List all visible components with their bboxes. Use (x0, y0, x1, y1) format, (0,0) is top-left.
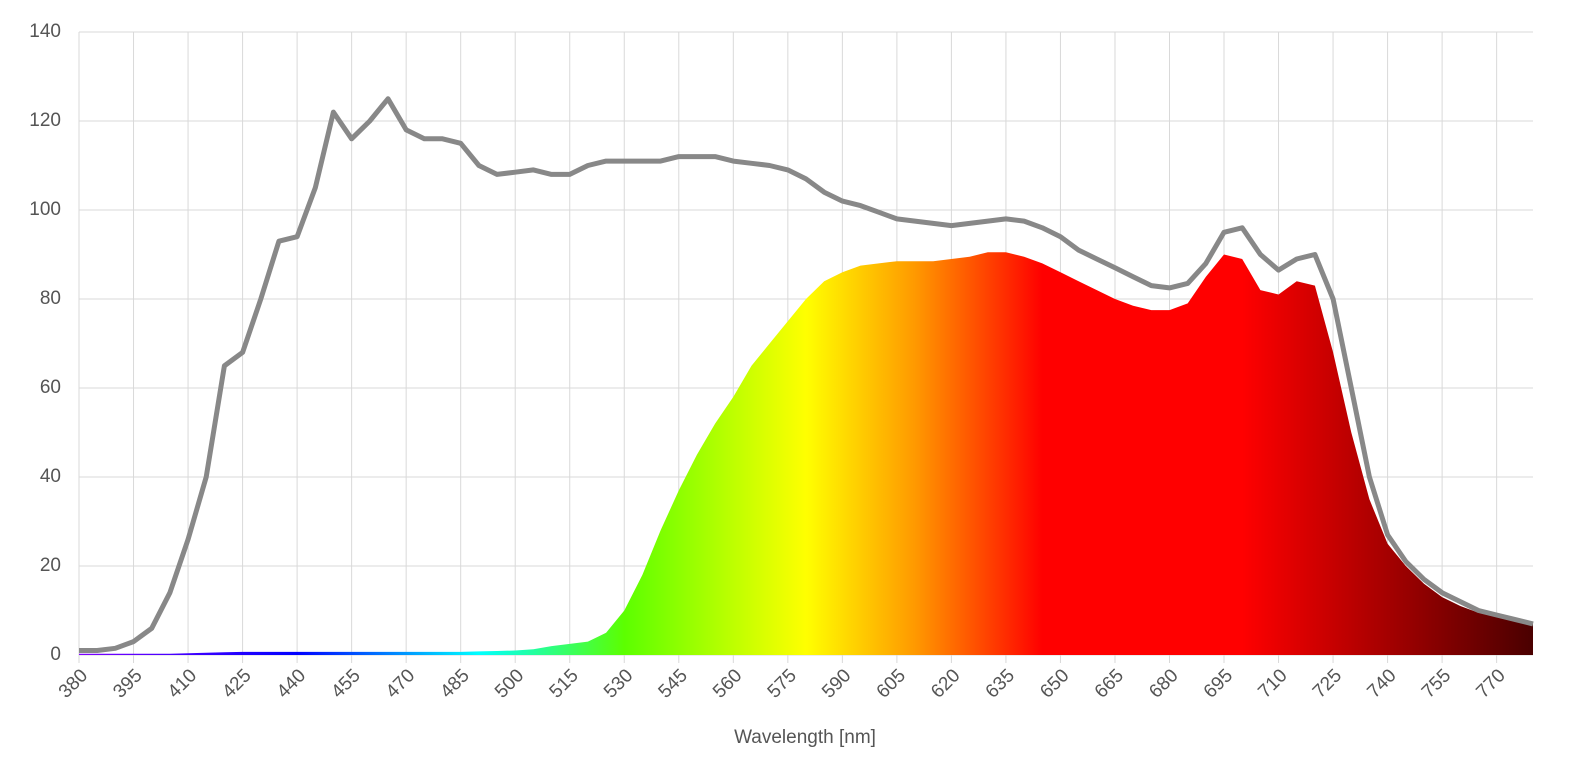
spectrum-area (79, 252, 1533, 656)
x-tick-label: 650 (1036, 665, 1073, 702)
x-tick-label: 740 (1363, 665, 1400, 702)
x-tick-label: 770 (1472, 665, 1509, 702)
y-tick-label: 120 (29, 110, 61, 131)
x-tick-label: 410 (164, 665, 201, 702)
x-tick-label: 530 (600, 665, 637, 702)
x-tick-label: 485 (436, 665, 473, 702)
y-tick-label: 40 (40, 466, 61, 487)
x-tick-label: 605 (873, 665, 910, 702)
spectrum-line (79, 96, 1534, 653)
y-tick-label: 0 (50, 644, 61, 665)
x-tick-label: 380 (55, 665, 92, 702)
x-tick-label: 710 (1254, 665, 1291, 702)
x-tick-label: 455 (327, 665, 364, 702)
x-tick-label: 395 (109, 665, 146, 702)
x-tick-label: 425 (218, 665, 255, 702)
x-tick-label: 725 (1309, 665, 1346, 702)
y-tick-label: 80 (40, 288, 61, 309)
y-tick-label: 20 (40, 555, 61, 576)
x-tick-label: 560 (709, 665, 746, 702)
x-tick-label: 515 (546, 665, 583, 702)
y-tick-label: 100 (29, 199, 61, 220)
x-tick-label: 590 (818, 665, 855, 702)
x-tick-label: 545 (655, 665, 692, 702)
x-tick-label: 620 (927, 665, 964, 702)
x-tick-label: 575 (764, 665, 801, 702)
x-tick-label: 680 (1145, 665, 1182, 702)
x-axis-label: Wavelength [nm] (734, 727, 876, 748)
x-tick-label: 665 (1091, 665, 1128, 702)
x-tick-label: 695 (1200, 665, 1237, 702)
x-tick-label: 440 (273, 665, 310, 702)
x-tick-label: 755 (1418, 665, 1455, 702)
y-tick-label: 60 (40, 377, 61, 398)
x-tick-label: 635 (982, 665, 1019, 702)
y-tick-label: 140 (29, 21, 61, 42)
x-tick-label: 470 (382, 665, 419, 702)
x-tick-label: 500 (491, 665, 528, 702)
